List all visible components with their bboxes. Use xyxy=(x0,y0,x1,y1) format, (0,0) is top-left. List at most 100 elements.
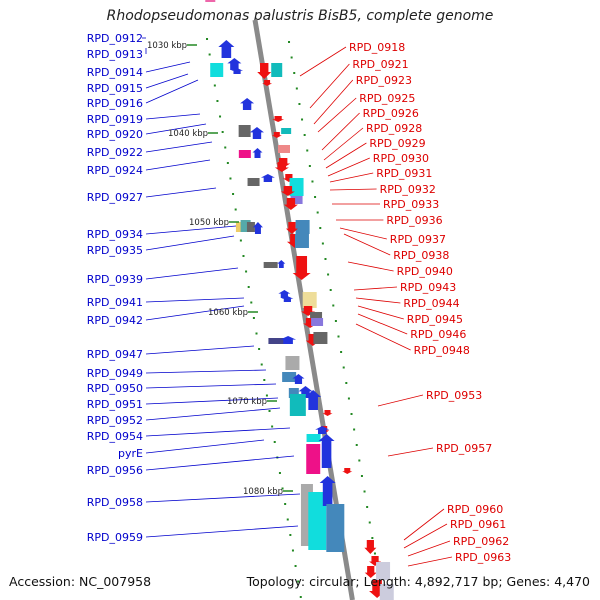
scale-ticks xyxy=(206,38,384,600)
gene-label-right: RPD_0948 xyxy=(414,344,470,357)
gene-label-left: RPD_0949 xyxy=(87,367,143,380)
tick-mark xyxy=(314,196,317,198)
gene-label-left: RPD_0915 xyxy=(87,82,143,95)
tick-mark xyxy=(247,286,250,288)
gene-feature xyxy=(285,356,300,370)
gene-feature xyxy=(319,476,336,506)
gene-label-right: RPD_0957 xyxy=(436,442,492,455)
gene-label-right: RPD_0928 xyxy=(366,122,422,135)
gene-feature xyxy=(227,58,242,70)
gene-feature xyxy=(274,162,289,172)
tick-mark xyxy=(281,487,284,490)
tick-mark xyxy=(245,270,248,273)
leader-line xyxy=(357,313,408,335)
gene-feature xyxy=(282,372,297,382)
tick-mark xyxy=(308,165,311,167)
tick-mark xyxy=(263,379,266,381)
gene-feature xyxy=(280,336,297,344)
gene-feature xyxy=(238,150,251,158)
gene-feature xyxy=(205,0,216,2)
scale-labels: 1030 kbp 1040 kbp 1050 kbp 1060 kbp 1070 kbp… xyxy=(147,41,293,497)
gene-label-left: RPD_0958 xyxy=(87,496,143,509)
gene-label-right: RPD_0929 xyxy=(369,137,425,150)
gene-label-left: RPD_0950 xyxy=(87,382,143,395)
leader-line xyxy=(329,188,377,191)
leader-line xyxy=(299,46,347,77)
gene-feature xyxy=(376,562,391,580)
leader-line xyxy=(317,97,357,133)
tick-mark xyxy=(303,134,306,136)
gene-label-left: RPD_0942 xyxy=(87,314,143,327)
gene-feature xyxy=(306,444,321,474)
tick-mark xyxy=(294,565,297,567)
gene-feature xyxy=(218,40,235,58)
gene-label-right: RPD_0943 xyxy=(400,281,456,294)
tick-mark xyxy=(340,351,343,353)
gene-label-right: RPD_0921 xyxy=(352,58,408,71)
gene-feature xyxy=(294,234,309,248)
tick-mark xyxy=(297,580,300,583)
gene-feature xyxy=(318,434,335,468)
gene-feature xyxy=(379,584,394,600)
leader-line xyxy=(329,172,374,183)
gene-feature xyxy=(271,63,283,77)
gene-feature xyxy=(247,178,260,186)
gene-feature xyxy=(277,260,286,268)
tick-mark xyxy=(366,506,369,508)
gene-label-left: RPD_0935 xyxy=(87,244,143,257)
tick-mark xyxy=(327,273,330,276)
gene-labels: RPD_0912 RPD_0913 RPD_0914 RPD_0915 RPD_0916… xyxy=(87,32,512,564)
scale-label: 1030 kbp xyxy=(147,41,187,51)
tick-mark xyxy=(293,72,296,74)
leader-line xyxy=(327,157,370,177)
tick-mark xyxy=(226,162,229,164)
gene-label-right: RPD_0945 xyxy=(407,313,463,326)
gene-feature xyxy=(342,468,353,474)
tick-mark xyxy=(301,118,304,121)
tick-mark xyxy=(358,459,361,462)
tick-mark xyxy=(353,428,356,431)
leader-line xyxy=(145,61,191,73)
gene-feature xyxy=(268,338,285,344)
tick-mark xyxy=(258,348,261,350)
tick-mark xyxy=(239,239,242,242)
leader-line xyxy=(145,123,207,135)
gene-label-right: RPD_0926 xyxy=(363,107,419,120)
gene-feature xyxy=(305,390,322,410)
gene-label-left: RPD_0913 xyxy=(87,48,143,61)
tick-mark xyxy=(250,301,253,304)
scale-label: 1060 kbp xyxy=(208,308,248,318)
tick-mark xyxy=(345,382,348,384)
tick-mark xyxy=(324,258,327,260)
tick-mark xyxy=(347,397,350,400)
tick-mark xyxy=(219,115,222,118)
gene-feature xyxy=(313,332,328,344)
gene-label-right: RPD_0925 xyxy=(359,92,415,105)
leader-line xyxy=(145,73,189,89)
gene-feature xyxy=(364,540,377,554)
gene-feature xyxy=(285,222,298,234)
tick-mark xyxy=(334,320,337,322)
tick-mark xyxy=(234,208,237,211)
leader-line xyxy=(403,508,445,541)
tick-mark xyxy=(268,410,271,412)
tick-mark xyxy=(232,193,235,195)
tick-mark xyxy=(265,394,268,397)
gene-label-right: RPD_0963 xyxy=(455,551,511,564)
gene-features xyxy=(205,0,394,600)
gene-label-right: RPD_0946 xyxy=(410,328,466,341)
gene-label-left: RPD_0939 xyxy=(87,273,143,286)
tick-mark xyxy=(360,475,363,477)
tick-mark xyxy=(342,366,345,369)
tick-mark xyxy=(286,518,289,521)
gene-label-left: RPD_0922 xyxy=(87,146,143,159)
tick-mark xyxy=(373,552,376,555)
gene-label-left: RPD_0951 xyxy=(87,398,143,411)
gene-label-right: RPD_0933 xyxy=(383,198,439,211)
leader-line xyxy=(145,141,213,153)
tick-mark xyxy=(213,84,216,87)
leader-line xyxy=(145,113,201,120)
leader-line xyxy=(403,523,448,549)
gene-feature xyxy=(315,426,330,434)
tick-mark xyxy=(306,149,309,152)
